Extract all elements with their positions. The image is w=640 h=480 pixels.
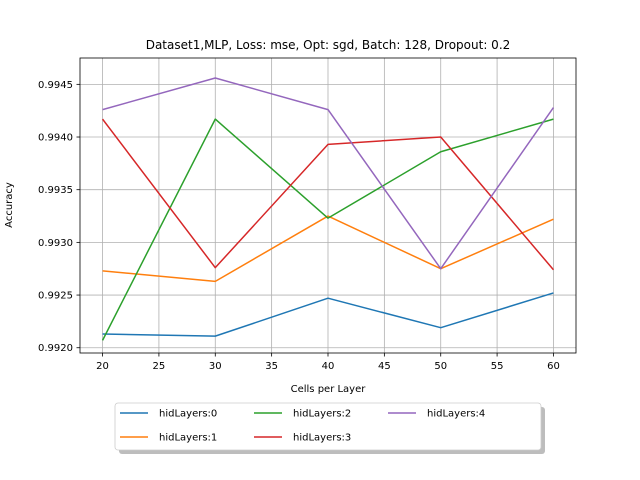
x-axis-label: Cells per Layer [291, 384, 367, 395]
x-tick-label: 35 [265, 361, 278, 372]
legend: hidLayers:0 hidLayers:1 hidLayers:2 hidLaye… [114, 402, 545, 454]
legend-label: hidLayers:1 [159, 433, 217, 444]
y-tick-label: 0.9945 [38, 80, 73, 91]
grid [80, 58, 576, 353]
legend-label: hidLayers:0 [159, 409, 217, 420]
x-tick-label: 45 [378, 361, 391, 372]
y-tick-label: 0.9940 [38, 133, 73, 144]
series-line-4 [102, 77, 555, 270]
axis-ticks: 20 25 30 35 40 45 50 55 60 0.9920 0.9925 0.9930 0.99… [38, 80, 560, 372]
series-line-1 [102, 215, 554, 283]
y-axis-label: Accuracy [4, 182, 15, 228]
series-line-2 [101, 118, 554, 341]
series-line-3 [101, 118, 555, 271]
legend-label: hidLayers:4 [427, 409, 485, 420]
legend-label: hidLayers:3 [293, 433, 351, 444]
x-tick-label: 40 [322, 361, 335, 372]
series-line-0 [102, 292, 554, 337]
y-tick-label: 0.9935 [38, 185, 73, 196]
y-tick-label: 0.9925 [38, 291, 73, 302]
legend-box [114, 402, 542, 451]
x-tick-label: 50 [434, 361, 447, 372]
x-tick-label: 20 [96, 361, 109, 372]
y-tick-label: 0.9920 [38, 343, 73, 354]
series-lines [101, 77, 555, 341]
x-tick-label: 25 [153, 361, 166, 372]
x-tick-label: 60 [547, 361, 560, 372]
x-tick-label: 55 [491, 361, 504, 372]
chart-title: Dataset1,MLP, Loss: mse, Opt: sgd, Batch… [146, 38, 511, 52]
x-tick-label: 30 [209, 361, 222, 372]
legend-label: hidLayers:2 [293, 409, 351, 420]
y-tick-label: 0.9930 [38, 238, 73, 249]
